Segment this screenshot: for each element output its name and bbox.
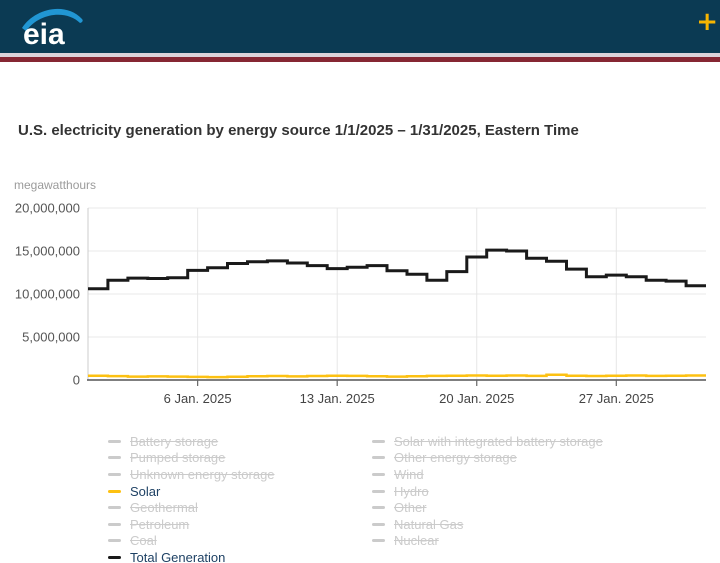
legend-swatch-solar [108,489,121,493]
legend-column-1: Battery storage Pumped storage Unknown ene… [108,433,275,563]
legend-item-wind[interactable]: Wind [372,466,603,483]
legend-swatch-battery-storage [108,439,121,443]
legend-swatch-pumped-storage [108,456,121,460]
y-axis-tick-label: 0 [73,373,80,388]
legend-item-solar-with-integrated-battery-storage[interactable]: Solar with integrated battery storage [372,433,603,450]
legend-item-natural-gas[interactable]: Natural Gas [372,516,603,533]
legend-label-wind: Wind [394,466,424,482]
eia-logo-text: eia [23,18,65,50]
legend-swatch-other-energy-storage [372,456,385,460]
legend-label-solar: Solar [130,483,161,499]
legend-label-hydro: Hydro [394,483,429,499]
legend-label-nuclear: Nuclear [394,533,439,549]
legend-label-unknown-energy-storage: Unknown energy storage [130,466,275,482]
legend-item-battery-storage[interactable]: Battery storage [108,433,275,450]
legend-label-pumped-storage: Pumped storage [130,450,226,466]
legend-item-nuclear[interactable]: Nuclear [372,533,603,550]
legend-label-coal: Coal [130,533,157,549]
legend-label-total-generation: Total Generation [130,549,226,563]
legend-item-hydro[interactable]: Hydro [372,483,603,500]
x-axis-ticks [197,380,617,386]
legend-label-other: Other [394,500,427,516]
legend-item-unknown-energy-storage[interactable]: Unknown energy storage [108,466,275,483]
legend-item-pumped-storage[interactable]: Pumped storage [108,450,275,467]
legend-label-battery-storage: Battery storage [130,433,219,449]
expand-menu-icon[interactable]: + [696,7,718,37]
legend-item-other[interactable]: Other [372,499,603,516]
legend-swatch-wind [372,472,385,476]
x-axis-tick-label: 6 Jan. 2025 [164,391,232,406]
legend-label-natural-gas: Natural Gas [394,516,464,532]
y-axis-tick-label: 10,000,000 [15,287,80,302]
gridlines [88,207,706,380]
series-line-total-generation[interactable] [88,248,706,291]
legend-label-other-energy-storage: Other energy storage [394,450,517,466]
legend-item-petroleum[interactable]: Petroleum [108,516,275,533]
header-accent-light [0,53,720,57]
legend-swatch-natural-gas [372,522,385,526]
eia-logo[interactable]: eia [21,4,85,50]
legend-item-coal[interactable]: Coal [108,533,275,550]
y-axis-tick-label: 20,000,000 [15,201,80,216]
legend-item-solar[interactable]: Solar [108,483,275,500]
legend-label-petroleum: Petroleum [130,516,190,532]
header-bar: eia + [0,0,720,53]
page-title: U.S. electricity generation by energy so… [18,122,579,139]
legend-swatch-other [372,506,385,510]
x-axis-tick-label: 20 Jan. 2025 [439,391,514,406]
legend-swatch-petroleum [108,522,121,526]
y-axis-tick-label: 15,000,000 [15,244,80,259]
legend-swatch-total-generation [108,555,121,559]
legend-item-geothermal[interactable]: Geothermal [108,499,275,516]
legend-swatch-geothermal [108,506,121,510]
y-axis-tick-label: 5,000,000 [22,330,80,345]
x-axis-tick-label: 27 Jan. 2025 [579,391,654,406]
y-axis-unit-label: megawatthours [14,178,97,192]
legend-column-2: Solar with integrated battery storage Oth… [372,433,603,549]
legend-swatch-solar-with-integrated-battery-storage [372,439,385,443]
legend-swatch-nuclear [372,539,385,543]
legend-label-solar-with-integrated-battery-storage: Solar with integrated battery storage [394,433,603,449]
legend-label-geothermal: Geothermal [130,500,198,516]
x-axis-tick-label: 13 Jan. 2025 [300,391,375,406]
legend-item-other-energy-storage[interactable]: Other energy storage [372,450,603,467]
legend-swatch-hydro [372,489,385,493]
series-line-solar[interactable] [88,373,706,379]
legend-swatch-coal [108,539,121,543]
eia-swoosh-icon [22,8,83,31]
header-accent-maroon [0,57,720,62]
legend-item-total-generation[interactable]: Total Generation [108,549,275,563]
legend-swatch-unknown-energy-storage [108,472,121,476]
